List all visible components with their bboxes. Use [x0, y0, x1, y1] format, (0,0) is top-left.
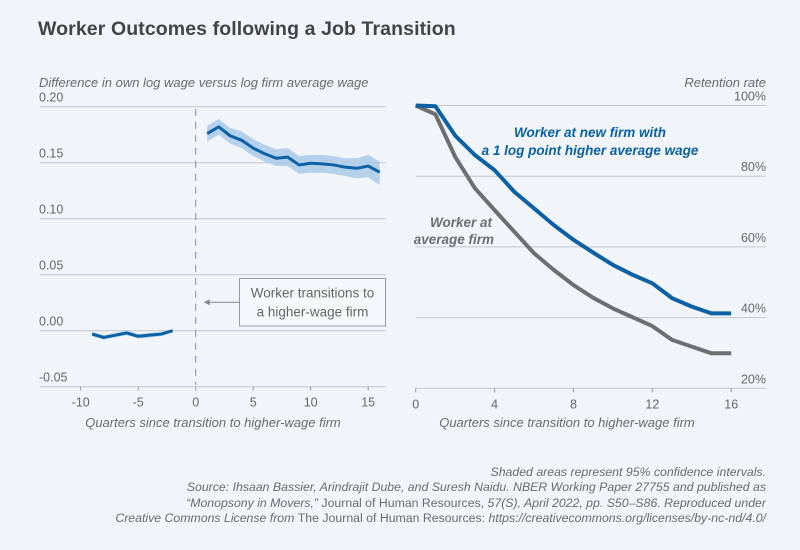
left-y-tick-label: 0.15 [39, 147, 63, 161]
right-x-ticks: 0 4 8 12 16 [412, 388, 738, 411]
right-y-tick-label: 20% [741, 372, 766, 386]
left-y-tick-label: 0.05 [39, 259, 63, 273]
ci-note: Shaded areas represent 95% confidence in… [490, 465, 767, 479]
left-y-tick-labels: -0.05 0.00 0.05 0.10 0.15 0.20 [39, 91, 68, 385]
license-link[interactable]: https://creativecommons.org/licenses/by-… [488, 510, 767, 525]
right-series-lines [414, 103, 732, 356]
left-y-tick-label: -0.05 [39, 371, 68, 385]
left-x-tick-label: 0 [192, 396, 199, 410]
right-y-tick-label: 60% [741, 231, 766, 245]
annotation-box [239, 278, 386, 327]
left-x-tick-label: 15 [361, 396, 375, 410]
gray-series-label-line-1: Worker at [430, 215, 493, 230]
line-post-transition [206, 125, 381, 174]
line-higher-wage-firm [415, 103, 732, 316]
blue-series-label-line-2: a 1 log point higher average wage [482, 143, 699, 158]
footer: Shaded areas represent 95% confidence in… [115, 465, 766, 526]
right-y-tick-label: 100% [734, 90, 766, 104]
source-line-3: Creative Commons License from The Journa… [115, 511, 766, 526]
line-average-firm [414, 103, 732, 356]
annotation-line-1: Worker transitions to [251, 286, 375, 301]
right-gridlines [415, 105, 766, 389]
confidence-band-post-transition [207, 119, 380, 186]
line-pre-transition [91, 329, 174, 339]
journal-name-2: The Journal of Human Resources: [297, 510, 489, 525]
blue-series-label-line-1: Worker at new firm with [514, 125, 666, 140]
left-series-lines [91, 125, 381, 339]
left-gridlines [40, 106, 386, 388]
right-y-tick-label: 40% [741, 302, 766, 316]
right-x-tick-label: 4 [491, 397, 498, 411]
gray-series-label-line-2: average firm [414, 232, 494, 247]
transition-annotation: Worker transitions to a higher-wage firm [203, 278, 386, 327]
right-x-axis-label: Quarters since transition to higher-wage… [439, 415, 695, 430]
right-x-tick-label: 8 [570, 397, 577, 411]
chart-title: Worker Outcomes following a Job Transiti… [38, 18, 456, 40]
license-text: Creative Commons License from [115, 510, 298, 525]
right-y-tick-labels: 20% 40% 60% 80% 100% [734, 90, 766, 387]
citation-details: 57(S), April 2022, pp. S50–S86. Reproduc… [487, 495, 766, 510]
source-line-1: Source: Ihsaan Bassier, Arindrajit Dube,… [186, 480, 766, 495]
left-y-tick-label: 0.20 [39, 91, 63, 105]
journal-name: Journal of Human Resources, [318, 495, 488, 510]
left-x-ticks: -10 -5 0 5 10 15 [72, 386, 375, 410]
left-y-axis-label: Difference in own log wage versus log fi… [39, 75, 369, 90]
right-x-tick-label: 0 [412, 397, 419, 411]
left-x-axis-label: Quarters since transition to higher-wage… [85, 415, 341, 430]
article-title: “Monopsony in Movers,” [186, 495, 319, 510]
right-y-axis-label: Retention rate [684, 75, 766, 90]
left-x-tick-label: -5 [133, 396, 144, 410]
source-line-2: “Monopsony in Movers,” Journal of Human … [115, 496, 766, 511]
left-x-tick-label: -10 [72, 396, 90, 410]
right-y-tick-label: 80% [741, 160, 766, 174]
annotation-arrow-icon [203, 299, 210, 306]
left-y-tick-label: 0.00 [39, 315, 63, 329]
left-x-tick-label: 5 [250, 396, 257, 410]
left-x-tick-label: 10 [304, 396, 318, 410]
right-chart: Retention rate 20%40%60%80%100% 0 4 8 12 16 … [412, 75, 766, 430]
left-y-tick-label: 0.10 [39, 203, 63, 217]
left-chart: Difference in own log wage versus log fi… [39, 75, 386, 430]
annotation-line-2: a higher-wage firm [257, 305, 369, 320]
right-x-tick-label: 16 [724, 397, 738, 411]
right-x-tick-label: 12 [645, 397, 659, 411]
